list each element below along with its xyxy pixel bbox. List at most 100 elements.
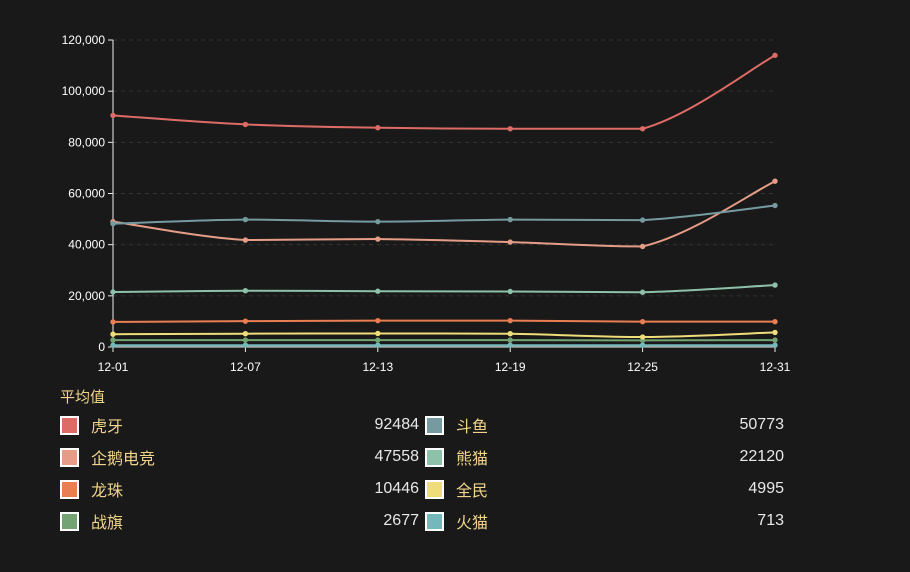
x-tick-label: 12-25 xyxy=(627,360,658,374)
x-tick-label: 12-19 xyxy=(495,360,526,374)
legend-name: 熊猫 xyxy=(456,449,489,468)
series-line xyxy=(112,319,775,323)
series-line xyxy=(112,204,776,225)
y-tick-label: 80,000 xyxy=(68,135,105,149)
legend-value: 2677 xyxy=(383,512,419,529)
legend-value: 10446 xyxy=(374,480,420,497)
legend-value: 50773 xyxy=(739,416,785,433)
data-point xyxy=(375,288,381,294)
data-point xyxy=(375,342,381,348)
x-tick-label: 12-01 xyxy=(98,360,129,374)
legend-name: 火猫 xyxy=(456,513,489,532)
data-point xyxy=(110,331,116,337)
data-point xyxy=(375,330,381,337)
legend-swatch xyxy=(60,415,79,435)
data-point xyxy=(110,220,116,227)
data-point xyxy=(772,337,778,343)
legend-title: 平均值 xyxy=(60,388,106,406)
data-point xyxy=(110,289,116,295)
legend-value: 713 xyxy=(757,512,784,529)
data-point xyxy=(375,218,381,225)
data-point xyxy=(639,342,646,348)
legend-item[interactable]: 企鹅电竞 47558 xyxy=(60,446,425,468)
data-point xyxy=(242,288,249,294)
series-line xyxy=(112,180,776,248)
data-point xyxy=(242,337,249,343)
legend-name: 全民 xyxy=(456,481,489,500)
legend-name: 龙珠 xyxy=(91,481,124,500)
data-point xyxy=(639,217,646,223)
legend-value: 22120 xyxy=(739,448,785,465)
legend-swatch xyxy=(60,511,79,531)
data-point xyxy=(507,216,513,223)
legend-swatch xyxy=(60,479,79,499)
legend: 虎牙 92484 斗鱼 50773 企鹅电竞 47558 熊猫 22120 龙珠 10446 全民 4… xyxy=(60,414,790,532)
axes: 0 20,000 40,000 60,000 80,000 100,000 120,000 1… xyxy=(62,33,791,374)
data-point xyxy=(772,178,778,184)
data-point xyxy=(772,202,778,209)
data-point xyxy=(110,319,116,325)
data-point xyxy=(507,317,513,324)
legend-item[interactable]: 火猫 713 xyxy=(425,510,790,532)
y-tick-label: 0 xyxy=(98,340,105,354)
y-tick-label: 20,000 xyxy=(68,289,105,303)
data-point xyxy=(507,342,513,348)
legend-item[interactable]: 全民 4995 xyxy=(425,478,790,500)
legend-swatch xyxy=(425,479,444,499)
legend-item[interactable]: 熊猫 22120 xyxy=(425,446,790,468)
x-tick-label: 12-13 xyxy=(362,360,393,374)
data-point xyxy=(772,52,778,59)
data-point xyxy=(639,126,646,132)
data-point xyxy=(639,334,646,340)
legend-swatch xyxy=(425,415,444,435)
data-point xyxy=(772,282,778,288)
legend-name: 虎牙 xyxy=(91,417,124,436)
data-point xyxy=(242,216,249,223)
legend-item[interactable]: 战旗 2677 xyxy=(60,510,425,532)
legend-value: 4995 xyxy=(748,480,784,497)
data-point xyxy=(772,342,778,348)
x-tick-label: 12-31 xyxy=(760,360,791,374)
data-point xyxy=(242,318,249,324)
data-point xyxy=(242,342,249,348)
legend-item[interactable]: 虎牙 92484 xyxy=(60,414,425,436)
y-tick-label: 120,000 xyxy=(62,33,106,47)
legend-value: 92484 xyxy=(374,416,420,433)
series-line xyxy=(112,54,776,130)
data-point xyxy=(639,243,646,250)
data-point xyxy=(507,239,513,245)
legend-item[interactable]: 龙珠 10446 xyxy=(60,478,425,500)
data-point xyxy=(110,337,116,343)
legend-swatch xyxy=(425,511,444,531)
legend-name: 企鹅电竞 xyxy=(91,449,156,468)
data-point xyxy=(507,337,513,343)
grid-lines xyxy=(113,39,775,297)
data-point xyxy=(242,237,249,243)
y-tick-label: 60,000 xyxy=(68,187,105,201)
data-point xyxy=(375,125,381,131)
y-tick-label: 40,000 xyxy=(68,238,105,252)
legend-value: 47558 xyxy=(374,448,420,465)
data-point xyxy=(772,318,778,325)
series-lines xyxy=(110,52,778,348)
legend-name: 斗鱼 xyxy=(456,417,489,436)
data-point xyxy=(507,330,513,337)
legend-item[interactable]: 斗鱼 50773 xyxy=(425,414,790,436)
data-point xyxy=(242,121,249,128)
data-point xyxy=(110,342,116,348)
legend-swatch xyxy=(60,447,79,467)
data-point xyxy=(507,126,513,132)
data-point xyxy=(242,330,249,337)
data-point xyxy=(375,236,381,242)
data-point xyxy=(507,288,513,295)
data-point xyxy=(375,337,381,343)
data-point xyxy=(110,112,116,119)
legend-name: 战旗 xyxy=(91,513,124,532)
series-line xyxy=(112,284,776,294)
x-tick-label: 12-07 xyxy=(230,360,261,374)
data-point xyxy=(639,318,646,325)
data-point xyxy=(772,329,778,336)
data-point xyxy=(375,317,381,324)
data-point xyxy=(639,289,646,295)
